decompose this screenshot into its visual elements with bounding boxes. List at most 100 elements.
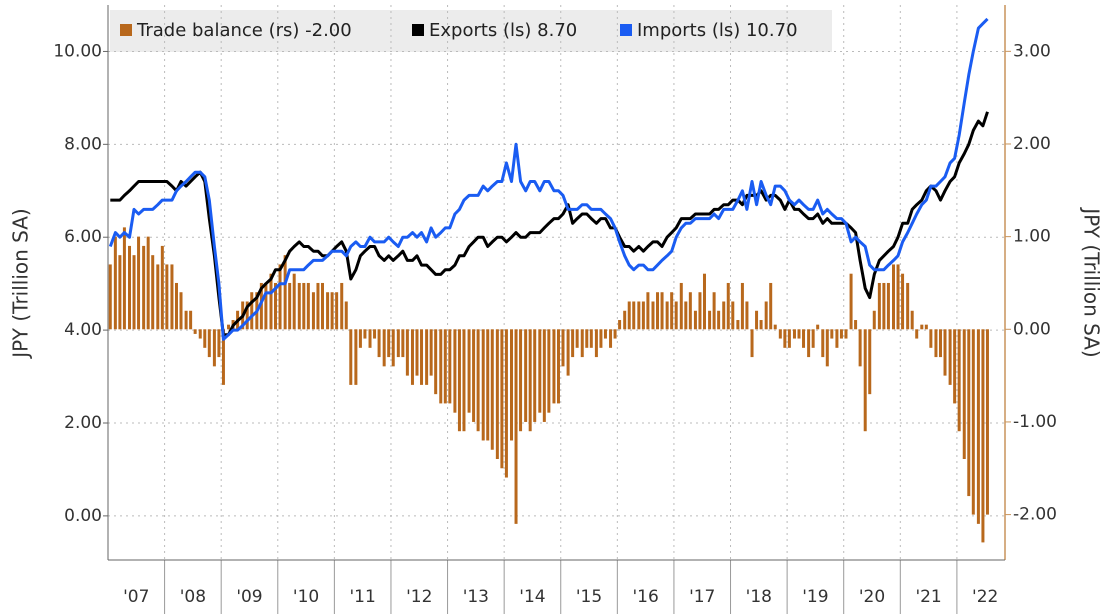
bar (901, 273, 905, 330)
bar (510, 329, 514, 441)
bar (627, 301, 631, 330)
bar (212, 329, 216, 367)
bar (259, 282, 263, 330)
bar (108, 264, 112, 330)
bar (726, 282, 730, 330)
y-tick-label: 10.00 (53, 41, 102, 61)
bar (892, 264, 896, 330)
bar (320, 282, 324, 330)
bar (439, 329, 443, 404)
bar (783, 329, 787, 348)
bar (698, 292, 702, 330)
bar (373, 329, 377, 339)
bar (981, 329, 985, 543)
bar (618, 320, 622, 330)
bar (269, 273, 273, 330)
bar (217, 329, 221, 358)
bar (122, 227, 126, 330)
bar (807, 329, 811, 358)
bar (382, 329, 386, 367)
bar (825, 329, 829, 367)
bar (227, 324, 231, 330)
x-tick-label: '17 (689, 587, 715, 607)
bar (533, 329, 537, 422)
bar (679, 282, 683, 330)
bar (934, 329, 938, 358)
x-tick-label: '07 (123, 587, 149, 607)
bar (589, 329, 593, 348)
bar (391, 329, 395, 367)
bar (731, 301, 735, 330)
legend-swatch (120, 24, 132, 36)
bar (292, 273, 296, 330)
bar (755, 310, 759, 330)
bar (425, 329, 429, 385)
bar (274, 282, 278, 330)
bar (929, 329, 933, 348)
bar (896, 264, 900, 330)
bar (816, 324, 820, 330)
bar (118, 255, 122, 330)
bar (773, 324, 777, 330)
legend-label: Exports (ls) 8.70 (429, 20, 577, 41)
bar (405, 329, 409, 376)
bar (886, 282, 890, 330)
x-tick-label: '18 (746, 587, 772, 607)
bar (778, 329, 782, 339)
legend-box (110, 10, 832, 52)
y-tick-label: 0.00 (64, 506, 102, 526)
bar (787, 329, 791, 348)
bar (302, 282, 306, 330)
x-tick-label: '14 (519, 587, 545, 607)
bar (915, 329, 919, 339)
bar (278, 264, 282, 330)
bar (443, 329, 447, 404)
bar (985, 329, 989, 515)
bar (556, 329, 560, 404)
legend-label: Imports (ls) 10.70 (637, 20, 798, 41)
bar (877, 282, 881, 330)
bar (481, 329, 485, 441)
bar (943, 329, 947, 376)
y2-tick-label: 3.00 (1013, 41, 1051, 61)
bar (344, 301, 348, 330)
x-tick-label: '20 (859, 587, 885, 607)
y2-tick-label: 0.00 (1013, 319, 1051, 339)
bar (957, 329, 961, 432)
x-tick-label: '21 (915, 587, 941, 607)
bar (839, 329, 843, 339)
bar (340, 282, 344, 330)
bar (349, 329, 353, 385)
bar (637, 301, 641, 330)
bar (702, 273, 706, 330)
bar (712, 292, 716, 330)
bar (538, 329, 542, 413)
bar (571, 329, 575, 358)
bar (363, 329, 367, 339)
bar (745, 301, 749, 330)
bar (613, 329, 617, 339)
bar (575, 329, 579, 348)
y2-tick-label: -1.00 (1013, 412, 1057, 432)
bar (910, 310, 914, 330)
bar (358, 329, 362, 348)
bar (665, 301, 669, 330)
bar (962, 329, 966, 460)
bar (693, 310, 697, 330)
bar (429, 329, 433, 376)
bar (415, 329, 419, 376)
line (110, 111, 989, 337)
bar (759, 320, 763, 330)
bar (566, 329, 570, 376)
bar (603, 329, 607, 339)
bar (377, 329, 381, 358)
bar (504, 329, 508, 478)
bar (297, 282, 301, 330)
bar (490, 329, 494, 450)
bar (632, 301, 636, 330)
bar (165, 264, 169, 330)
bar (750, 329, 754, 358)
bar (113, 236, 117, 330)
bar (609, 329, 613, 348)
